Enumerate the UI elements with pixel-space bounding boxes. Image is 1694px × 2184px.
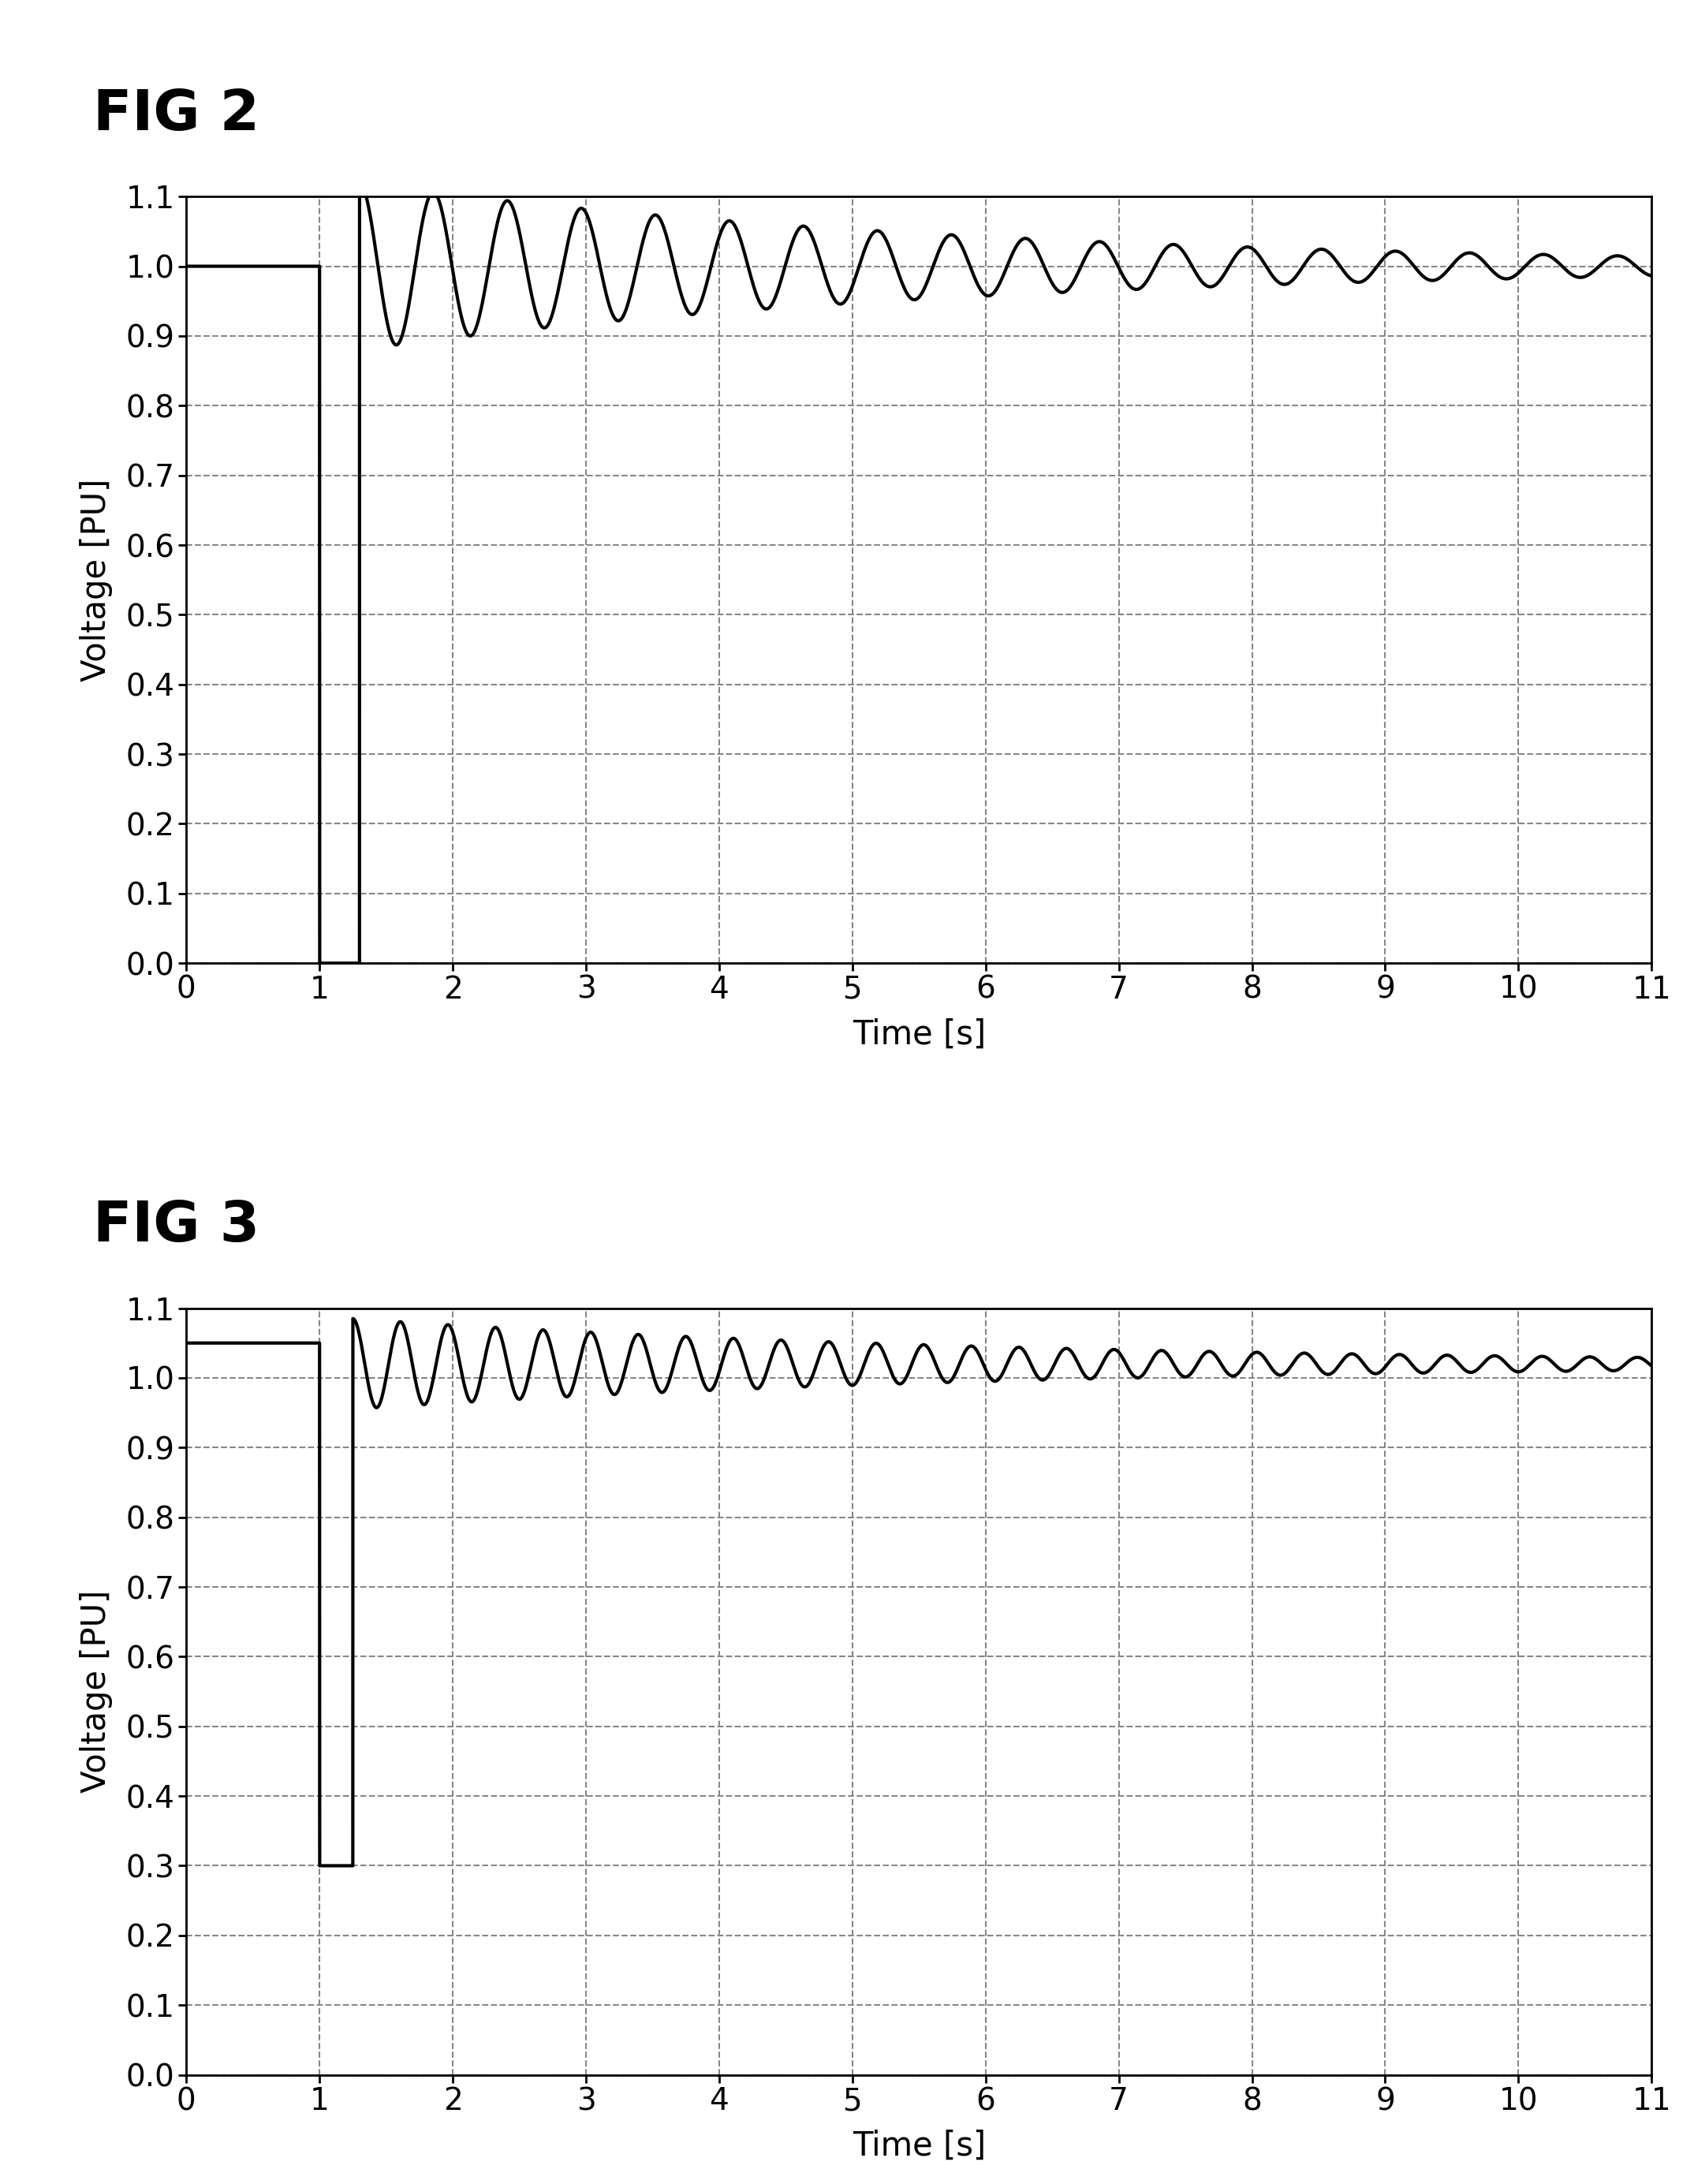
Y-axis label: Voltage [PU]: Voltage [PU] [80,478,113,681]
Text: FIG 3: FIG 3 [93,1199,259,1254]
X-axis label: Time [s]: Time [s] [852,2129,986,2162]
Y-axis label: Voltage [PU]: Voltage [PU] [80,1590,113,1793]
Text: FIG 2: FIG 2 [93,87,259,142]
X-axis label: Time [s]: Time [s] [852,1018,986,1051]
